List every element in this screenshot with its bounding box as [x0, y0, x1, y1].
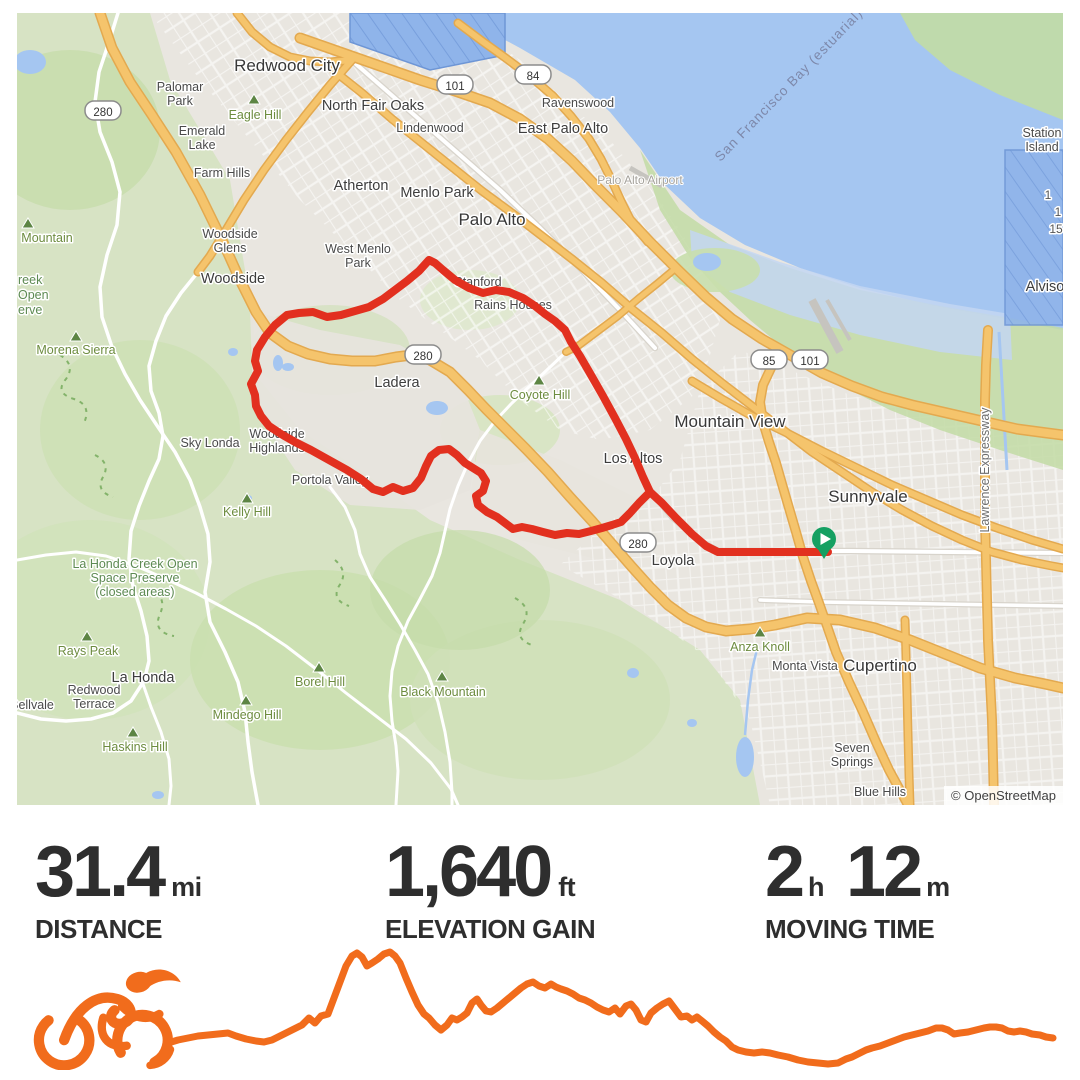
time-label: MOVING TIME — [765, 914, 935, 944]
svg-text:Emerald: Emerald — [179, 124, 226, 138]
svg-text:Space Preserve: Space Preserve — [91, 571, 180, 585]
svg-text:Park: Park — [167, 94, 193, 108]
time-hours-value: 2 — [765, 832, 805, 912]
highway-shields: 280 101 84 280 85 101 280 — [84, 64, 829, 553]
svg-text:101: 101 — [445, 81, 464, 93]
svg-text:Seven: Seven — [834, 741, 869, 755]
route-map: Redwood City Palo Alto Mountain View Sunnyv… — [10, 13, 1065, 805]
cyclist-icon — [33, 969, 181, 1070]
svg-text:Sky Londa: Sky Londa — [180, 436, 239, 450]
svg-text:Ravenswood: Ravenswood — [542, 96, 614, 110]
svg-text:Eagle Hill: Eagle Hill — [229, 108, 282, 122]
svg-text:Island: Island — [1025, 140, 1058, 154]
svg-text:1: 1 — [1045, 188, 1052, 202]
svg-text:Mountain: Mountain — [21, 231, 72, 245]
svg-text:280: 280 — [628, 539, 647, 551]
time-minutes-unit: m — [926, 872, 950, 902]
svg-text:84: 84 — [527, 71, 540, 83]
svg-text:Anza Knoll: Anza Knoll — [730, 640, 790, 654]
peak-icons — [21, 93, 767, 738]
svg-text:La Honda Creek Open: La Honda Creek Open — [72, 557, 197, 571]
svg-text:Monta Vista: Monta Vista — [772, 659, 838, 673]
stat-elevation-gain: 1,640 ft ELEVATION GAIN — [385, 832, 596, 945]
svg-text:Palo Alto: Palo Alto — [458, 210, 525, 229]
svg-text:Terrace: Terrace — [73, 697, 115, 711]
elevation-profile-chart — [164, 948, 1057, 1068]
svg-text:Farm Hills: Farm Hills — [194, 166, 250, 180]
elevation-line — [164, 948, 1057, 1068]
svg-text:Haskins Hill: Haskins Hill — [102, 740, 167, 754]
stat-moving-time: 2 h 12 m MOVING TIME — [765, 836, 950, 945]
svg-text:erve: erve — [18, 303, 42, 317]
svg-text:Palo Alto Airport: Palo Alto Airport — [597, 173, 683, 187]
svg-text:Redwood City: Redwood City — [234, 56, 340, 75]
svg-text:Blue Hills: Blue Hills — [854, 785, 906, 799]
svg-text:Redwood: Redwood — [68, 683, 121, 697]
svg-text:Black Mountain: Black Mountain — [400, 685, 486, 699]
svg-text:Coyote Hill: Coyote Hill — [510, 388, 570, 402]
svg-text:280: 280 — [413, 351, 432, 363]
distance-label: DISTANCE — [35, 914, 162, 944]
svg-text:101: 101 — [800, 356, 819, 368]
svg-text:Open: Open — [18, 288, 49, 302]
time-minutes-value: 12 — [846, 832, 923, 912]
distance-value: 31.4 — [35, 832, 166, 912]
svg-text:85: 85 — [763, 356, 776, 368]
san-francisco-bay — [455, 13, 1063, 330]
svg-text:West Menlo: West Menlo — [325, 242, 391, 256]
svg-text:Alviso: Alviso — [1026, 279, 1065, 295]
svg-text:Springs: Springs — [831, 755, 873, 769]
elevation-value: 1,640 — [385, 832, 553, 912]
svg-text:Ladera: Ladera — [374, 375, 420, 391]
svg-text:15: 15 — [1049, 222, 1063, 236]
airfield-runways — [628, 165, 852, 354]
svg-text:Woodside: Woodside — [201, 271, 265, 287]
start-marker — [812, 527, 836, 559]
trails — [59, 354, 536, 647]
svg-text:La Honda: La Honda — [112, 670, 176, 686]
svg-text:East Palo Alto: East Palo Alto — [518, 121, 608, 137]
stat-distance: 31.4 mi DISTANCE — [35, 836, 202, 945]
svg-text:Lindenwood: Lindenwood — [396, 121, 463, 135]
time-hours-unit: h — [808, 872, 825, 902]
svg-text:Lawrence Expressway: Lawrence Expressway — [978, 407, 992, 533]
svg-text:Mindego Hill: Mindego Hill — [213, 708, 282, 722]
svg-text:Sunnyvale: Sunnyvale — [828, 487, 907, 506]
svg-text:Rays Peak: Rays Peak — [58, 644, 119, 658]
distance-unit: mi — [171, 872, 202, 902]
svg-text:North Fair Oaks: North Fair Oaks — [322, 98, 424, 114]
route-path — [247, 256, 832, 556]
svg-text:Kelly Hill: Kelly Hill — [223, 505, 271, 519]
map-attribution[interactable]: © OpenStreetMap — [944, 786, 1063, 805]
svg-text:Mountain View: Mountain View — [674, 412, 786, 431]
svg-text:280: 280 — [93, 107, 112, 119]
svg-text:Park: Park — [345, 256, 371, 270]
svg-text:reek: reek — [18, 273, 43, 287]
svg-text:Cupertino: Cupertino — [843, 656, 917, 675]
svg-text:Lake: Lake — [188, 138, 215, 152]
svg-text:Bellvale: Bellvale — [10, 698, 54, 712]
svg-text:Palomar: Palomar — [157, 80, 204, 94]
elevation-unit: ft — [558, 872, 576, 902]
elevation-label: ELEVATION GAIN — [385, 914, 596, 944]
svg-text:Woodside: Woodside — [202, 227, 257, 241]
svg-text:1: 1 — [1055, 205, 1062, 219]
svg-text:Loyola: Loyola — [652, 553, 696, 569]
svg-text:(closed areas): (closed areas) — [95, 585, 174, 599]
svg-text:Menlo Park: Menlo Park — [400, 185, 474, 201]
svg-text:Glens: Glens — [214, 241, 247, 255]
svg-text:Station: Station — [1023, 126, 1062, 140]
svg-text:Borel Hill: Borel Hill — [295, 675, 345, 689]
map-labels: Redwood City Palo Alto Mountain View Sunnyv… — [10, 13, 1065, 801]
svg-text:Atherton: Atherton — [334, 178, 389, 194]
svg-text:Morena Sierra: Morena Sierra — [36, 343, 115, 357]
lakes — [17, 50, 754, 799]
